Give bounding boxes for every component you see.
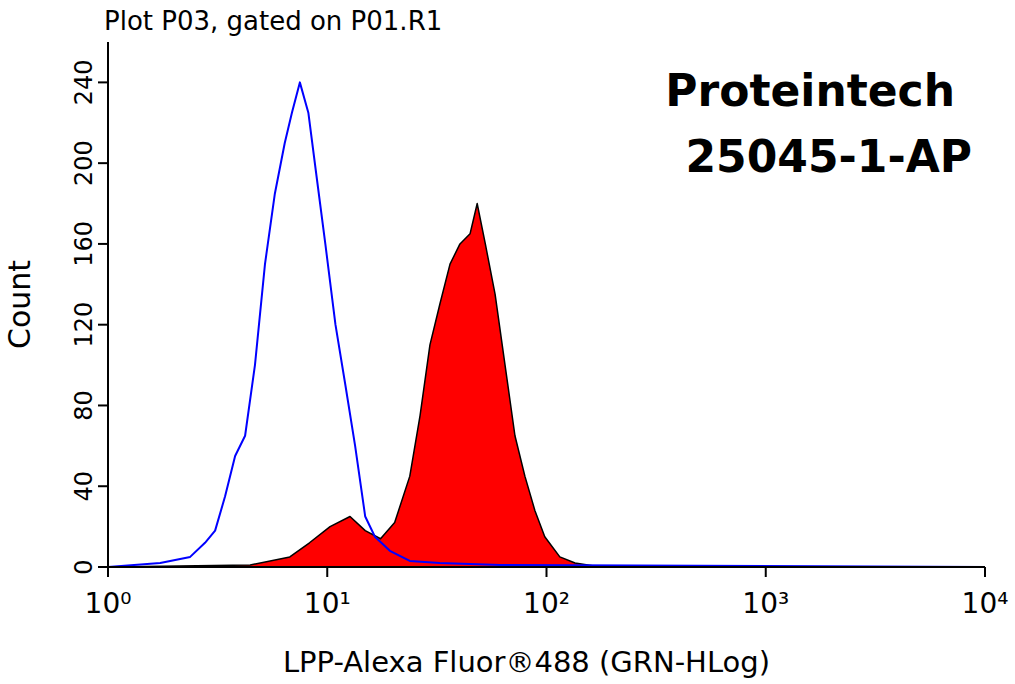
y-tick (98, 324, 108, 326)
y-tick (98, 566, 108, 568)
x-tick (546, 567, 548, 577)
x-tick (984, 567, 986, 577)
y-tick-label: 240 (70, 59, 98, 105)
y-axis (107, 42, 109, 567)
y-tick-label: 40 (70, 471, 98, 502)
x-tick-label: 10³ (742, 587, 789, 620)
line (108, 82, 985, 567)
x-tick (765, 567, 767, 577)
x-tick-label: 10⁴ (962, 587, 1009, 620)
x-tick (107, 567, 109, 577)
y-tick (98, 81, 108, 83)
x-tick-label: 10⁰ (85, 587, 132, 620)
x-tick-label: 10¹ (304, 587, 351, 620)
y-tick-label: 120 (70, 302, 98, 348)
y-tick-label: 80 (70, 390, 98, 421)
area (108, 204, 985, 567)
title: Plot P03, gated on P01.R1 (104, 6, 442, 36)
annotation: Proteintech (665, 65, 955, 116)
annotation: 25045-1-AP (685, 131, 972, 182)
y-tick (98, 243, 108, 245)
plot-area (108, 82, 985, 567)
chart: 10⁰ 10¹ 10² 10³ 10⁴ 0 40 80 120 160 200 240Plot P03… (0, 0, 1015, 684)
y-axis-label: Count (2, 260, 37, 349)
x-tick-label: 10² (523, 587, 570, 620)
x-axis-label: LPP-Alexa Fluor®488 (GRN-HLog) (283, 645, 770, 679)
y-tick-label: 160 (70, 221, 98, 267)
y-tick-label: 200 (70, 140, 98, 186)
y-tick (98, 485, 108, 487)
y-tick-label: 0 (70, 559, 98, 574)
y-tick (98, 162, 108, 164)
y-tick (98, 404, 108, 406)
x-tick (326, 567, 328, 577)
